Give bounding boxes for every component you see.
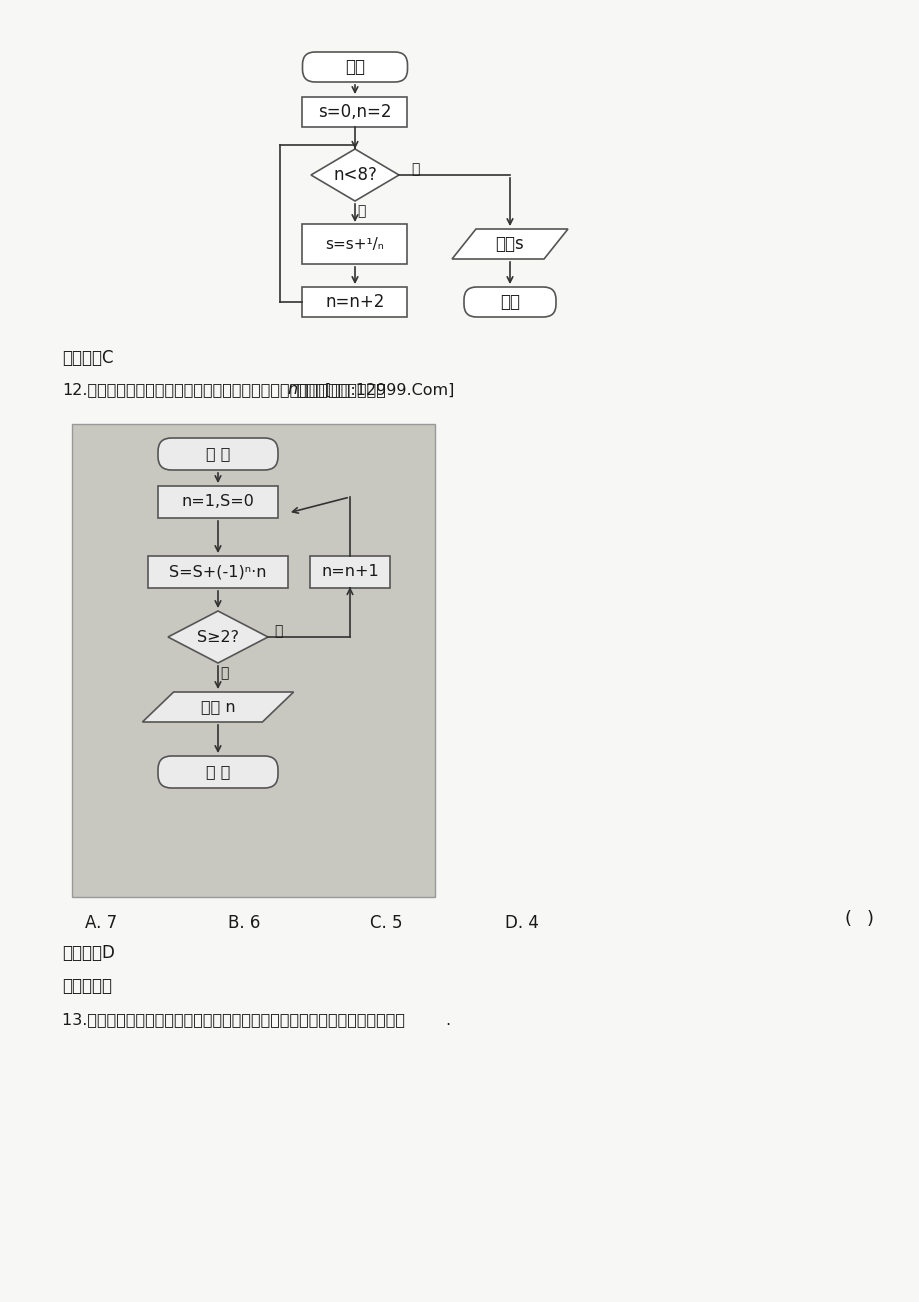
Text: 结 束: 结 束 bbox=[206, 764, 230, 780]
Text: (: ( bbox=[844, 910, 851, 928]
FancyBboxPatch shape bbox=[158, 756, 278, 788]
FancyBboxPatch shape bbox=[158, 486, 278, 518]
Text: 否: 否 bbox=[411, 161, 419, 176]
Text: 输出 n: 输出 n bbox=[200, 699, 235, 715]
Text: 输出s: 输出s bbox=[495, 234, 524, 253]
FancyBboxPatch shape bbox=[302, 98, 407, 128]
Text: 是: 是 bbox=[220, 667, 228, 680]
FancyBboxPatch shape bbox=[158, 437, 278, 470]
Text: n=1,S=0: n=1,S=0 bbox=[181, 495, 255, 509]
FancyBboxPatch shape bbox=[310, 556, 390, 589]
Polygon shape bbox=[142, 691, 293, 723]
Text: 是: 是 bbox=[357, 204, 365, 217]
Text: 否: 否 bbox=[274, 624, 282, 638]
Text: 开 始: 开 始 bbox=[206, 447, 230, 461]
Text: 12.（高考天津卷（文））阅读右边的程序框图，运行对应的程序，则输出: 12.（高考天津卷（文））阅读右边的程序框图，运行对应的程序，则输出 bbox=[62, 381, 385, 397]
Text: n: n bbox=[287, 381, 297, 397]
Polygon shape bbox=[451, 229, 567, 259]
Text: S≥2?: S≥2? bbox=[197, 629, 239, 644]
Text: 【答案】D: 【答案】D bbox=[62, 944, 115, 962]
Text: 开始: 开始 bbox=[345, 59, 365, 76]
Text: n=n+2: n=n+2 bbox=[325, 293, 384, 311]
Text: 结束: 结束 bbox=[499, 293, 519, 311]
FancyBboxPatch shape bbox=[148, 556, 288, 589]
Text: n<8?: n<8? bbox=[333, 165, 377, 184]
Text: A. 7: A. 7 bbox=[85, 914, 117, 932]
FancyBboxPatch shape bbox=[463, 286, 555, 316]
Polygon shape bbox=[168, 611, 267, 663]
FancyBboxPatch shape bbox=[302, 224, 407, 264]
Polygon shape bbox=[311, 148, 399, 201]
Text: B. 6: B. 6 bbox=[228, 914, 260, 932]
Text: S=S+(-1)ⁿ·n: S=S+(-1)ⁿ·n bbox=[169, 565, 267, 579]
Text: 【答案】C: 【答案】C bbox=[62, 349, 113, 367]
Text: 13.（高考浙江卷（文））某程序框图如图所示，则该程序运行后输出的値等于        .: 13.（高考浙江卷（文））某程序框图如图所示，则该程序运行后输出的値等于 . bbox=[62, 1012, 450, 1027]
Text: ): ) bbox=[866, 910, 873, 928]
FancyBboxPatch shape bbox=[302, 52, 407, 82]
Text: n=n+1: n=n+1 bbox=[321, 565, 379, 579]
Text: D. 4: D. 4 bbox=[505, 914, 539, 932]
FancyBboxPatch shape bbox=[302, 286, 407, 316]
Text: C. 5: C. 5 bbox=[369, 914, 403, 932]
Text: 的値为[来源:12999.Com]: 的値为[来源:12999.Com] bbox=[296, 381, 454, 397]
Text: s=s+¹/ₙ: s=s+¹/ₙ bbox=[325, 237, 384, 251]
Text: s=0,n=2: s=0,n=2 bbox=[318, 103, 391, 121]
Text: 二、填空题: 二、填空题 bbox=[62, 976, 112, 995]
FancyBboxPatch shape bbox=[72, 424, 435, 897]
